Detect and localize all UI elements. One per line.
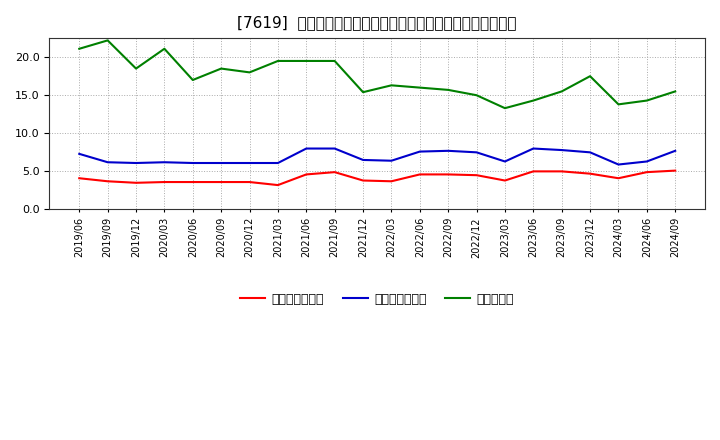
売上債権回転率 [586,171,595,176]
買入債務回転率 [586,150,595,155]
売上債権回転率 [189,180,197,185]
在庫回転率 [104,38,112,43]
買入債務回転率 [246,160,254,165]
在庫回転率 [671,89,680,94]
Line: 買入債務回転率: 買入債務回転率 [79,149,675,165]
在庫回転率 [444,87,452,92]
買入債務回転率 [529,146,538,151]
在庫回転率 [132,66,140,71]
売上債権回転率 [217,180,225,185]
買入債務回転率 [160,160,168,165]
在庫回転率 [614,102,623,107]
Legend: 売上債権回転率, 買入債務回転率, 在庫回転率: 売上債権回転率, 買入債務回転率, 在庫回転率 [235,288,519,311]
買入債務回転率 [557,147,566,153]
在庫回転率 [359,89,367,95]
在庫回転率 [330,59,339,64]
売上債権回転率 [104,179,112,184]
在庫回転率 [274,59,282,64]
在庫回転率 [217,66,225,71]
Title: [7619]  売上債権回転率、買入債務回転率、在庫回転率の推移: [7619] 売上債権回転率、買入債務回転率、在庫回転率の推移 [238,15,517,30]
在庫回転率 [642,98,651,103]
買入債務回転率 [359,158,367,163]
Line: 在庫回転率: 在庫回転率 [79,40,675,108]
買入債務回転率 [415,149,424,154]
売上債権回転率 [330,169,339,175]
買入債務回転率 [642,159,651,164]
在庫回転率 [557,89,566,94]
在庫回転率 [529,98,538,103]
在庫回転率 [75,46,84,51]
在庫回転率 [387,83,396,88]
在庫回転率 [500,106,509,111]
買入債務回転率 [75,151,84,157]
在庫回転率 [415,85,424,90]
買入債務回転率 [132,160,140,165]
売上債権回転率 [359,178,367,183]
売上債権回転率 [444,172,452,177]
買入債務回転率 [189,160,197,165]
在庫回転率 [160,46,168,51]
在庫回転率 [586,73,595,79]
売上債権回転率 [415,172,424,177]
在庫回転率 [189,77,197,83]
買入債務回転率 [444,148,452,154]
売上債権回転率 [160,180,168,185]
在庫回転率 [302,59,310,64]
売上債権回転率 [274,183,282,188]
売上債権回転率 [500,178,509,183]
買入債務回転率 [614,162,623,167]
売上債権回転率 [132,180,140,185]
Line: 売上債権回転率: 売上債権回転率 [79,171,675,185]
買入債務回転率 [217,160,225,165]
売上債権回転率 [671,168,680,173]
売上債権回転率 [472,172,481,178]
売上債権回転率 [75,176,84,181]
売上債権回転率 [387,179,396,184]
買入債務回転率 [472,150,481,155]
買入債務回転率 [671,148,680,154]
売上債権回転率 [302,172,310,177]
売上債権回転率 [614,176,623,181]
買入債務回転率 [302,146,310,151]
売上債権回転率 [529,169,538,174]
買入債務回転率 [104,160,112,165]
買入債務回転率 [500,159,509,164]
在庫回転率 [472,92,481,98]
売上債権回転率 [557,169,566,174]
買入債務回転率 [387,158,396,163]
買入債務回転率 [330,146,339,151]
売上債権回転率 [642,169,651,175]
在庫回転率 [246,70,254,75]
売上債権回転率 [246,180,254,185]
買入債務回転率 [274,160,282,165]
